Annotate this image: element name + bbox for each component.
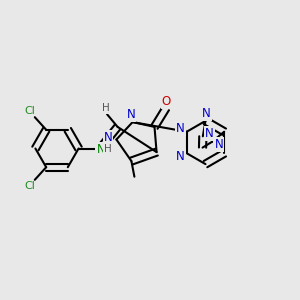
Text: N: N — [205, 128, 214, 140]
Text: N: N — [103, 130, 112, 144]
Text: Cl: Cl — [24, 106, 35, 116]
Text: O: O — [162, 95, 171, 108]
Text: Cl: Cl — [24, 182, 35, 191]
Text: N: N — [176, 122, 184, 135]
Text: N: N — [214, 138, 223, 151]
Text: N: N — [202, 107, 211, 120]
Text: N: N — [96, 143, 105, 156]
Text: H: H — [104, 143, 112, 154]
Text: N: N — [127, 108, 136, 122]
Text: H: H — [102, 103, 110, 113]
Text: N: N — [176, 150, 184, 164]
